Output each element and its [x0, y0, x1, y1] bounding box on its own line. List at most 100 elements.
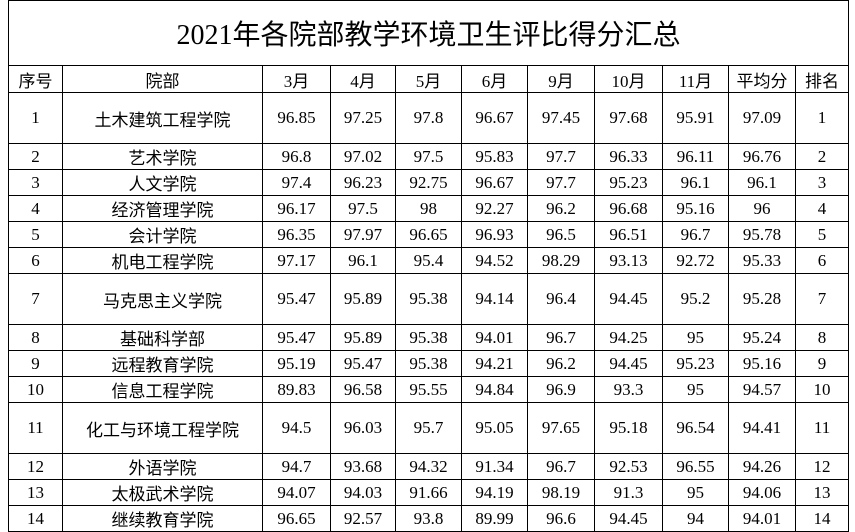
data-row: 8 基础科学部 95.47 95.89 95.38 94.01 96.7 94.25 95 95.… — [8, 324, 850, 351]
value-cell: 96.2 — [527, 350, 595, 377]
value-cell: 97.02 — [330, 143, 396, 170]
value-cell: 95 — [662, 479, 729, 506]
value-cell: 95.89 — [330, 273, 396, 325]
value-cell: 98.19 — [527, 479, 595, 506]
value-cell: 94.45 — [594, 273, 663, 325]
dept-cell: 继续教育学院 — [62, 505, 263, 532]
value-cell: 4 — [794, 195, 850, 222]
header-cell: 序号 — [8, 65, 63, 93]
value-cell: 95.91 — [662, 92, 729, 144]
value-cell: 10 — [794, 376, 850, 403]
data-row: 14 继续教育学院 96.65 92.57 93.8 89.99 96.6 94.45 94 94… — [8, 505, 850, 532]
value-cell: 92.72 — [662, 247, 729, 274]
value-cell: 95 — [662, 324, 729, 351]
value-cell: 95.55 — [395, 376, 462, 403]
value-cell: 95.33 — [728, 247, 796, 274]
value-cell: 5 — [794, 221, 850, 248]
dept-cell: 经济管理学院 — [62, 195, 263, 222]
value-cell: 94 — [662, 505, 729, 532]
header-cell: 平均分 — [728, 65, 796, 93]
value-cell: 4 — [8, 195, 63, 222]
dept-cell: 基础科学部 — [62, 324, 263, 351]
value-cell: 10 — [8, 376, 63, 403]
data-row: 2 艺术学院 96.8 97.02 97.5 95.83 97.7 96.33 96.11 96.… — [8, 143, 850, 170]
value-cell: 94.7 — [262, 453, 331, 480]
value-cell: 96.54 — [662, 402, 729, 454]
value-cell: 96.7 — [662, 221, 729, 248]
value-cell: 96.6 — [527, 505, 595, 532]
value-cell: 95.83 — [461, 143, 528, 170]
dept-cell: 远程教育学院 — [62, 350, 263, 377]
value-cell: 97.5 — [330, 195, 396, 222]
value-cell: 93.8 — [395, 505, 462, 532]
value-cell: 96.1 — [728, 169, 796, 196]
value-cell: 94.84 — [461, 376, 528, 403]
value-cell: 95.16 — [662, 195, 729, 222]
value-cell: 94.41 — [728, 402, 796, 454]
value-cell: 96 — [728, 195, 796, 222]
data-row: 12 外语学院 94.7 93.68 94.32 91.34 96.7 92.53 96.55 9… — [8, 453, 850, 480]
value-cell: 96.9 — [527, 376, 595, 403]
value-cell: 97.17 — [262, 247, 331, 274]
value-cell: 96.51 — [594, 221, 663, 248]
value-cell: 94.14 — [461, 273, 528, 325]
value-cell: 96.17 — [262, 195, 331, 222]
data-row: 13 太极武术学院 94.07 94.03 91.66 94.19 98.19 91.3 95 9… — [8, 479, 850, 506]
dept-cell: 机电工程学院 — [62, 247, 263, 274]
value-cell: 93.68 — [330, 453, 396, 480]
value-cell: 89.83 — [262, 376, 331, 403]
value-cell: 91.3 — [594, 479, 663, 506]
value-cell: 96.2 — [527, 195, 595, 222]
value-cell: 95.23 — [662, 350, 729, 377]
dept-cell: 土木建筑工程学院 — [62, 92, 263, 144]
value-cell: 9 — [8, 350, 63, 377]
data-row: 10 信息工程学院 89.83 96.58 95.55 94.84 96.9 93.3 95 94… — [8, 376, 850, 403]
header-cell: 5月 — [395, 65, 462, 93]
value-cell: 96.7 — [527, 324, 595, 351]
value-cell: 94.26 — [728, 453, 796, 480]
value-cell: 96.76 — [728, 143, 796, 170]
value-cell: 95.4 — [395, 247, 462, 274]
value-cell: 96.55 — [662, 453, 729, 480]
table-title: 2021年各院部教学环境卫生评比得分汇总 — [7, 0, 850, 66]
value-cell: 92.27 — [461, 195, 528, 222]
value-cell: 97.25 — [330, 92, 396, 144]
data-row: 7 马克思主义学院 95.47 95.89 95.38 94.14 96.4 94.45 95.… — [8, 273, 850, 325]
header-cell: 4月 — [330, 65, 396, 93]
value-cell: 97.4 — [262, 169, 331, 196]
value-cell: 7 — [8, 273, 63, 325]
dept-cell: 艺术学院 — [62, 143, 263, 170]
value-cell: 6 — [8, 247, 63, 274]
value-cell: 2 — [794, 143, 850, 170]
value-cell: 95.38 — [395, 324, 462, 351]
dept-cell: 会计学院 — [62, 221, 263, 248]
value-cell: 97.7 — [527, 143, 595, 170]
value-cell: 95.7 — [395, 402, 462, 454]
value-cell: 96.67 — [461, 92, 528, 144]
value-cell: 97.09 — [728, 92, 796, 144]
data-row: 6 机电工程学院 97.17 96.1 95.4 94.52 98.29 93.13 92.72… — [8, 247, 850, 274]
value-cell: 12 — [794, 453, 850, 480]
value-cell: 94.5 — [262, 402, 331, 454]
data-row: 4 经济管理学院 96.17 97.5 98 92.27 96.2 96.68 95.16 96 4 — [8, 195, 850, 222]
data-row: 1 土木建筑工程学院 96.85 97.25 97.8 96.67 97.45 97.68 95… — [8, 92, 850, 144]
value-cell: 2 — [8, 143, 63, 170]
value-cell: 5 — [8, 221, 63, 248]
value-cell: 3 — [8, 169, 63, 196]
value-cell: 96.33 — [594, 143, 663, 170]
value-cell: 95.05 — [461, 402, 528, 454]
value-cell: 12 — [8, 453, 63, 480]
value-cell: 95.23 — [594, 169, 663, 196]
value-cell: 96.1 — [330, 247, 396, 274]
value-cell: 95.24 — [728, 324, 796, 351]
value-cell: 11 — [794, 402, 850, 454]
header-cell: 10月 — [594, 65, 663, 93]
data-row: 5 会计学院 96.35 97.97 96.65 96.93 96.5 96.51 96.7 95… — [8, 221, 850, 248]
value-cell: 95.16 — [728, 350, 796, 377]
value-cell: 94.25 — [594, 324, 663, 351]
value-cell: 96.65 — [262, 505, 331, 532]
dept-cell: 外语学院 — [62, 453, 263, 480]
value-cell: 96.35 — [262, 221, 331, 248]
value-cell: 8 — [794, 324, 850, 351]
